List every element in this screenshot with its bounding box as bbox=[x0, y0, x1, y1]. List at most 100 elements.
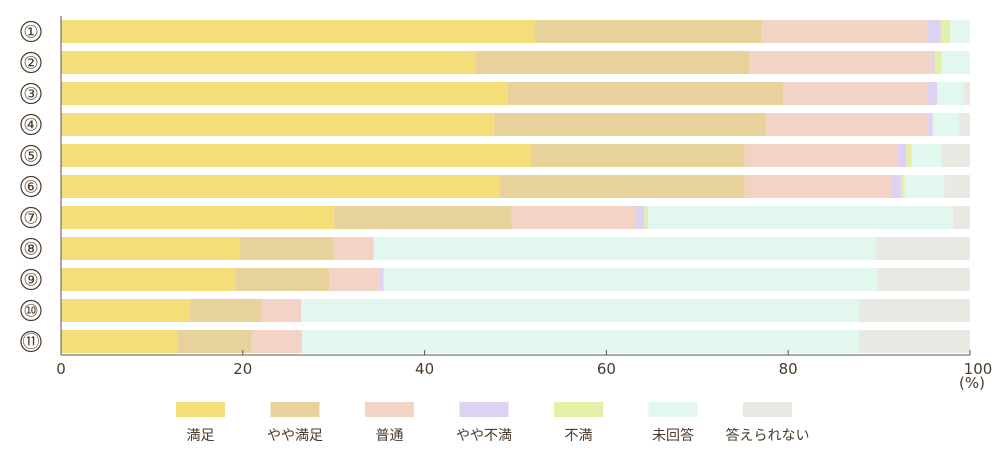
bar-segment-9-7 bbox=[877, 268, 970, 291]
bar-segment-6-2 bbox=[499, 175, 745, 198]
category-label-circle bbox=[20, 144, 42, 167]
category-label: ⑪ bbox=[23, 333, 40, 353]
bar-segment-10-2 bbox=[190, 299, 262, 322]
legend-swatch bbox=[648, 402, 698, 417]
bar-segment-3-6 bbox=[937, 82, 964, 105]
bar-segment-6-3 bbox=[744, 175, 892, 198]
bar-segment-2-4 bbox=[931, 51, 935, 74]
category-label: ⑩ bbox=[23, 302, 38, 322]
bar-segment-11-3 bbox=[251, 330, 302, 353]
bar-segment-6-5 bbox=[900, 175, 905, 198]
bar-segment-7-4 bbox=[636, 206, 645, 229]
bar-segment-11-1 bbox=[61, 330, 178, 353]
bar-segment-7-7 bbox=[952, 206, 970, 229]
bar-segment-10-3 bbox=[261, 299, 301, 322]
bar-segment-6-6 bbox=[904, 175, 945, 198]
bar-segment-1-1 bbox=[61, 20, 535, 43]
category-label-circle bbox=[20, 113, 42, 136]
axes-layer bbox=[60, 16, 971, 356]
bar-segment-5-1 bbox=[61, 144, 531, 167]
bar-segment-11-2 bbox=[177, 330, 252, 353]
legend-label: やや満足 bbox=[267, 428, 323, 444]
category-label: ⑥ bbox=[23, 178, 38, 198]
bar-segment-1-2 bbox=[534, 20, 762, 43]
x-unit-label: (%) bbox=[959, 374, 985, 392]
bar-segment-9-6 bbox=[383, 268, 878, 291]
category-label: ④ bbox=[23, 116, 38, 136]
bar-segment-5-5 bbox=[906, 144, 912, 167]
legend-label: やや不満 bbox=[456, 428, 512, 444]
legend-swatch bbox=[743, 402, 792, 417]
legend-swatch bbox=[365, 402, 414, 417]
category-label-circle bbox=[20, 268, 42, 291]
bar-segment-4-4 bbox=[928, 113, 933, 136]
bar-segment-8-6 bbox=[373, 237, 877, 260]
bar-segment-8-7 bbox=[876, 237, 970, 260]
bar-segment-5-6 bbox=[911, 144, 942, 167]
bar-segment-5-2 bbox=[530, 144, 745, 167]
category-label-circle bbox=[20, 206, 42, 229]
bar-segment-8-2 bbox=[240, 237, 334, 260]
bar-segment-7-2 bbox=[333, 206, 512, 229]
legend-swatch bbox=[176, 402, 225, 417]
bar-segment-2-6 bbox=[941, 51, 970, 74]
bar-segment-6-4 bbox=[891, 175, 901, 198]
bar-segment-3-7 bbox=[963, 82, 970, 105]
bar-segment-5-3 bbox=[744, 144, 898, 167]
category-label-circle bbox=[20, 237, 42, 260]
x-tick-label: 0 bbox=[56, 360, 66, 378]
legend-label: 答えられない bbox=[726, 427, 810, 444]
legend-label: 不満 bbox=[565, 428, 593, 444]
bar-segment-11-6 bbox=[301, 330, 860, 353]
category-label: ⑨ bbox=[23, 271, 38, 291]
legend-label: 満足 bbox=[187, 428, 215, 444]
category-label-circle bbox=[20, 299, 42, 322]
legend: 満足 やや満足 普通 やや不満 不満 未回答 答えられない bbox=[176, 402, 810, 444]
bars-layer bbox=[61, 20, 970, 353]
legend-label: 未回答 bbox=[652, 427, 694, 444]
bar-segment-3-2 bbox=[507, 82, 784, 105]
bar-segment-5-4 bbox=[897, 144, 907, 167]
bar-segment-4-6 bbox=[932, 113, 960, 136]
bar-segment-7-1 bbox=[61, 206, 334, 229]
bar-segment-9-4 bbox=[380, 268, 384, 291]
bar-segment-9-2 bbox=[235, 268, 330, 291]
category-label-circle bbox=[20, 175, 42, 198]
bar-segment-4-3 bbox=[766, 113, 929, 136]
x-tick-label: 20 bbox=[233, 360, 252, 378]
bar-segment-1-6 bbox=[950, 20, 970, 43]
category-label: ⑧ bbox=[23, 240, 38, 260]
bar-segment-10-7 bbox=[859, 299, 970, 322]
legend-swatch bbox=[554, 402, 603, 417]
category-label: ① bbox=[23, 23, 38, 43]
category-labels: ① ② ③ ④ ⑤ ⑥ ⑦ ⑧ ⑨ ⑩ ⑪ bbox=[20, 20, 42, 353]
bar-segment-3-1 bbox=[61, 82, 508, 105]
bar-segment-2-2 bbox=[475, 51, 750, 74]
x-tick-label: 100 bbox=[964, 360, 993, 378]
bar-segment-4-1 bbox=[61, 113, 494, 136]
bar-segment-2-5 bbox=[934, 51, 942, 74]
legend-swatch bbox=[459, 402, 509, 417]
bar-segment-8-3 bbox=[333, 237, 374, 260]
bar-segment-7-5 bbox=[644, 206, 649, 229]
x-tick-label: 40 bbox=[415, 360, 434, 378]
bar-segment-9-3 bbox=[329, 268, 381, 291]
bar-segment-2-1 bbox=[61, 51, 476, 74]
legend-label: 普通 bbox=[376, 428, 404, 444]
bar-segment-4-7 bbox=[959, 113, 970, 136]
bar-segment-6-7 bbox=[944, 175, 970, 198]
x-tick-labels: 0 20 40 60 80 100 bbox=[56, 360, 992, 378]
bar-segment-3-3 bbox=[783, 82, 928, 105]
bar-segment-1-4 bbox=[927, 20, 941, 43]
x-tick-label: 60 bbox=[597, 360, 616, 378]
category-label: ⑤ bbox=[23, 147, 38, 167]
bar-segment-3-4 bbox=[927, 82, 938, 105]
bar-segment-4-2 bbox=[493, 113, 767, 136]
bar-segment-1-3 bbox=[761, 20, 928, 43]
bar-segment-2-3 bbox=[749, 51, 932, 74]
x-tick-label: 80 bbox=[779, 360, 798, 378]
bar-segment-11-7 bbox=[859, 330, 970, 353]
legend-swatch bbox=[270, 402, 320, 417]
category-label-circle bbox=[20, 51, 42, 74]
